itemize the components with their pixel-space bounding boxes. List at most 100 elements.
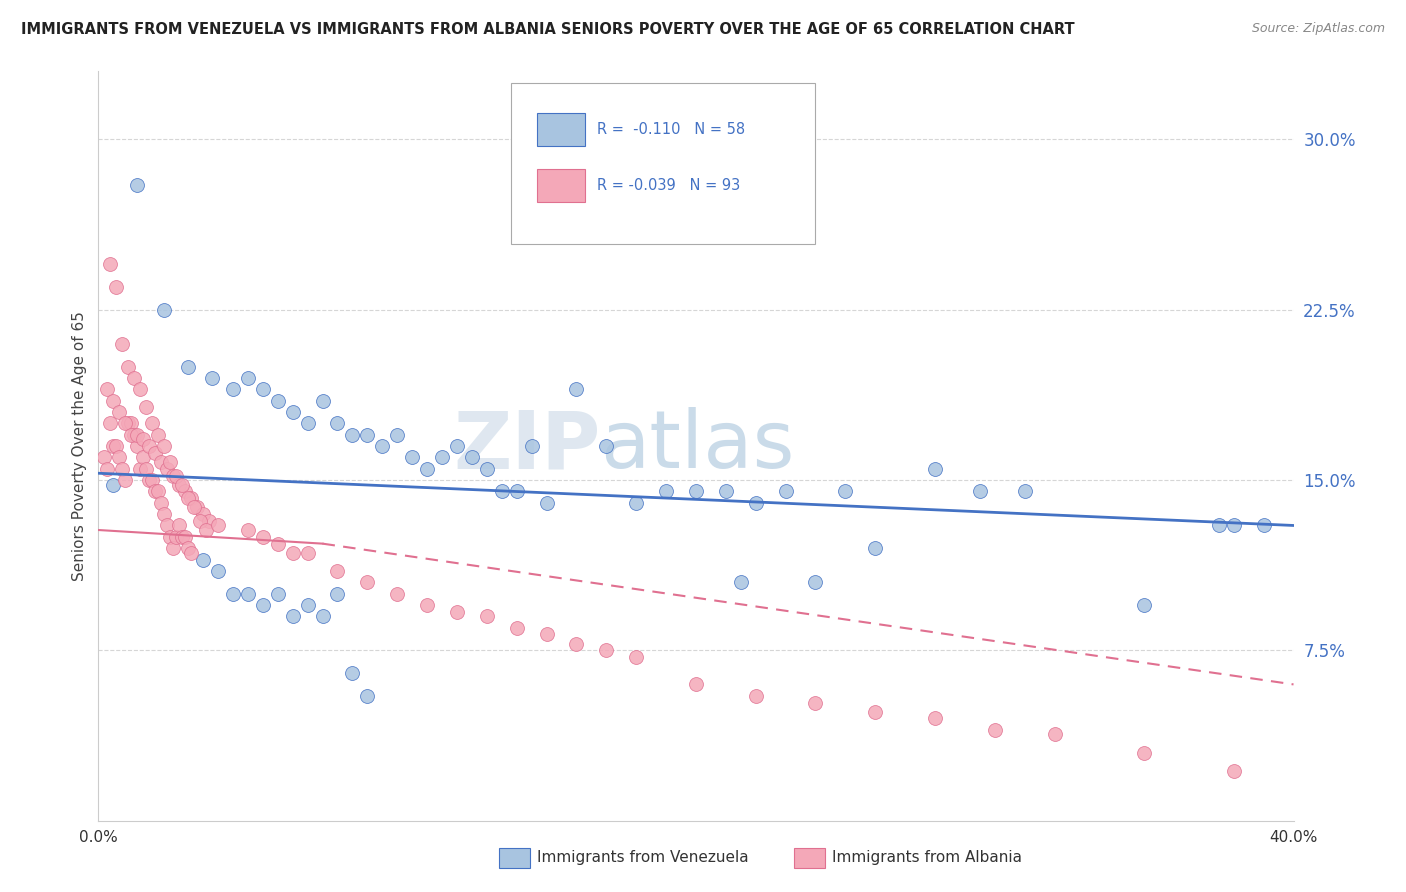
Point: [311, 609, 333, 624]
Point: [236, 523, 259, 537]
Point: [775, 484, 797, 499]
Point: [924, 711, 946, 725]
Point: [252, 598, 274, 612]
Point: [108, 405, 131, 419]
Point: [342, 666, 364, 681]
Point: [1133, 746, 1156, 760]
Point: [416, 598, 439, 612]
Point: [297, 598, 319, 612]
Point: [141, 473, 163, 487]
Point: [326, 417, 349, 431]
Point: [180, 491, 202, 506]
Point: [177, 491, 200, 506]
Point: [150, 496, 173, 510]
Point: [111, 336, 134, 351]
Point: [267, 393, 290, 408]
Point: [103, 477, 125, 491]
Point: [138, 473, 160, 487]
Point: [297, 546, 319, 560]
Point: [714, 484, 737, 499]
Point: [491, 484, 513, 499]
Point: [236, 586, 259, 600]
Point: [127, 439, 149, 453]
Point: [150, 455, 173, 469]
Point: [236, 371, 259, 385]
Point: [475, 609, 498, 624]
Point: [1208, 518, 1230, 533]
Point: [195, 523, 218, 537]
Point: [148, 427, 170, 442]
Point: [186, 500, 208, 515]
Point: [506, 484, 529, 499]
Point: [162, 468, 184, 483]
Point: [267, 586, 290, 600]
FancyBboxPatch shape: [510, 83, 815, 244]
Point: [167, 477, 190, 491]
Point: [207, 564, 229, 578]
Point: [120, 427, 142, 442]
Point: [1014, 484, 1036, 499]
Point: [311, 393, 333, 408]
Point: [135, 401, 157, 415]
Text: IMMIGRANTS FROM VENEZUELA VS IMMIGRANTS FROM ALBANIA SENIORS POVERTY OVER THE AG: IMMIGRANTS FROM VENEZUELA VS IMMIGRANTS …: [21, 22, 1074, 37]
Point: [143, 446, 166, 460]
Point: [127, 178, 149, 192]
Point: [281, 546, 304, 560]
Point: [281, 405, 304, 419]
Point: [129, 382, 152, 396]
Point: [626, 496, 648, 510]
Point: [281, 609, 304, 624]
Point: [114, 473, 136, 487]
Point: [124, 371, 146, 385]
Point: [111, 461, 134, 475]
Point: [655, 484, 678, 499]
Text: Immigrants from Venezuela: Immigrants from Venezuela: [537, 850, 749, 864]
Point: [207, 518, 229, 533]
Point: [153, 439, 176, 453]
Text: R =  -0.110   N = 58: R = -0.110 N = 58: [596, 121, 745, 136]
Point: [536, 627, 558, 641]
Point: [153, 302, 176, 317]
Point: [222, 586, 245, 600]
Point: [745, 496, 768, 510]
Point: [153, 507, 176, 521]
Point: [183, 500, 205, 515]
Point: [834, 484, 856, 499]
Point: [120, 417, 142, 431]
Point: [124, 427, 146, 442]
Point: [191, 507, 214, 521]
Point: [730, 575, 752, 590]
Text: atlas: atlas: [600, 407, 794, 485]
Point: [1253, 518, 1275, 533]
Point: [385, 427, 409, 442]
Point: [188, 514, 211, 528]
Text: Source: ZipAtlas.com: Source: ZipAtlas.com: [1251, 22, 1385, 36]
Point: [135, 461, 157, 475]
Point: [446, 605, 468, 619]
Point: [446, 439, 468, 453]
FancyBboxPatch shape: [537, 169, 585, 202]
Point: [114, 417, 136, 431]
Point: [685, 484, 707, 499]
Point: [117, 417, 139, 431]
Point: [165, 468, 187, 483]
Point: [93, 450, 115, 465]
Point: [167, 518, 190, 533]
Point: [1043, 727, 1066, 741]
Point: [342, 427, 364, 442]
Point: [1223, 764, 1246, 778]
Point: [156, 461, 179, 475]
Point: [924, 461, 946, 475]
Point: [565, 382, 588, 396]
Point: [103, 393, 125, 408]
Point: [745, 689, 768, 703]
Point: [108, 450, 131, 465]
Point: [105, 439, 128, 453]
Point: [96, 461, 118, 475]
Point: [103, 439, 125, 453]
Point: [105, 280, 128, 294]
Point: [252, 382, 274, 396]
Point: [297, 417, 319, 431]
Point: [356, 575, 378, 590]
Point: [98, 417, 122, 431]
